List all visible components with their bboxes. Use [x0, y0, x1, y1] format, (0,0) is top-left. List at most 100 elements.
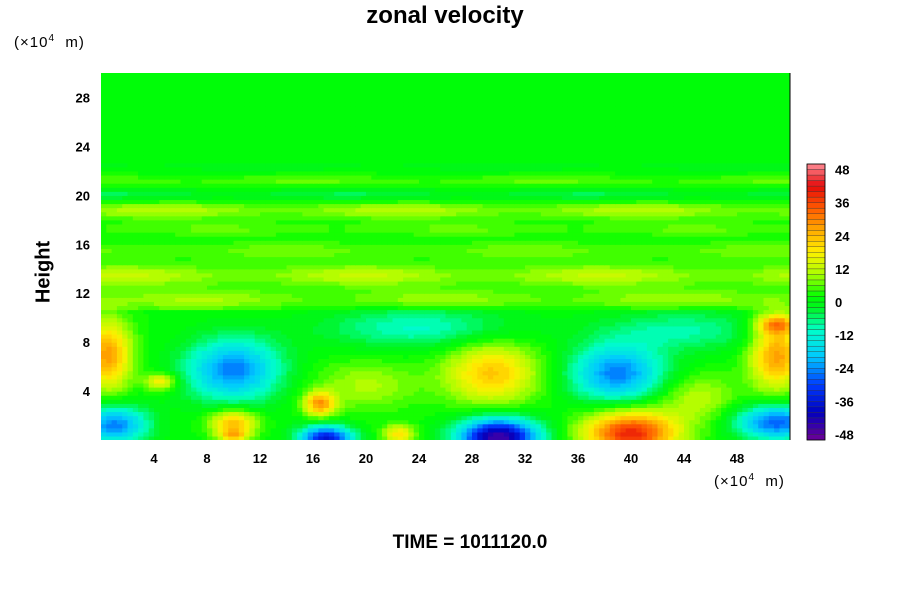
field-cell — [567, 431, 574, 437]
field-cell — [482, 435, 489, 440]
field-cell — [111, 403, 118, 408]
field-cell — [265, 297, 272, 302]
field-cell — [445, 407, 452, 413]
field-cell — [556, 293, 563, 298]
field-cell — [657, 435, 664, 440]
field-cell — [673, 338, 680, 343]
field-cell — [721, 399, 727, 404]
field-cell — [737, 325, 743, 331]
field-cell — [159, 391, 166, 396]
field-cell — [318, 289, 325, 294]
field-cell — [779, 354, 786, 360]
field-cell — [768, 313, 775, 319]
field-cell — [572, 395, 579, 400]
field-cell — [694, 317, 701, 323]
field-cell — [588, 325, 595, 331]
field-cell — [705, 297, 712, 302]
field-cell — [699, 366, 706, 372]
field-cell — [684, 329, 690, 335]
field-cell — [721, 325, 727, 331]
field-cell — [784, 427, 790, 433]
field-cell — [678, 305, 685, 311]
field-cell — [493, 289, 500, 294]
field-cell — [657, 309, 664, 315]
field-cell — [238, 391, 245, 396]
field-cell — [440, 370, 447, 376]
field-cell — [281, 321, 288, 327]
field-cell — [593, 350, 600, 355]
field-cell — [127, 350, 134, 355]
field-cell — [525, 317, 531, 323]
field-cell — [763, 305, 770, 311]
field-cell — [397, 395, 404, 400]
field-cell — [641, 289, 648, 294]
field-cell — [434, 423, 441, 429]
field-cell — [758, 342, 765, 347]
field-cell — [434, 415, 441, 421]
field-cell — [646, 419, 653, 425]
field-cell — [525, 423, 531, 429]
field-cell — [244, 305, 250, 311]
field-cell — [350, 399, 356, 404]
field-cell — [774, 309, 780, 315]
field-cell — [758, 403, 765, 408]
field-cell — [509, 358, 515, 364]
field-cell — [567, 415, 574, 421]
field-cell — [710, 289, 717, 294]
field-cell — [684, 325, 690, 331]
field-cell — [122, 321, 129, 327]
field-cell — [222, 395, 229, 400]
field-cell — [546, 321, 553, 327]
field-cell — [705, 399, 712, 404]
field-cell — [556, 366, 563, 372]
field-cell — [175, 293, 182, 298]
field-cell — [456, 346, 462, 351]
field-cell — [551, 370, 558, 376]
field-cell — [413, 362, 420, 368]
field-cell — [509, 427, 515, 433]
field-cell — [387, 374, 394, 380]
field-cell — [646, 350, 653, 355]
field-cell — [281, 317, 288, 323]
field-cell — [487, 321, 494, 327]
field-cell — [668, 301, 674, 307]
field-cell — [355, 382, 362, 388]
field-cell — [159, 325, 166, 331]
field-cell — [752, 329, 759, 335]
field-cell — [784, 350, 790, 355]
field-cell — [148, 403, 155, 408]
field-cell — [535, 305, 542, 311]
field-cell — [684, 382, 690, 388]
field-cell — [731, 317, 738, 323]
field-cell — [286, 285, 293, 290]
field-cell — [154, 305, 160, 311]
field-cell — [742, 403, 749, 408]
field-cell — [143, 354, 150, 360]
field-cell — [498, 313, 505, 319]
field-cell — [127, 386, 134, 392]
field-cell — [392, 419, 399, 425]
field-cell — [138, 403, 144, 408]
field-cell — [180, 419, 187, 425]
field-cell — [752, 325, 759, 331]
field-cell — [615, 297, 621, 302]
field-cell — [784, 370, 790, 376]
field-cell — [646, 431, 653, 437]
field-cell — [419, 313, 425, 319]
field-cell — [758, 370, 765, 376]
field-cell — [392, 386, 399, 392]
field-cell — [307, 431, 314, 437]
field-cell — [774, 305, 780, 311]
field-cell — [509, 374, 515, 380]
field-cell — [249, 354, 256, 360]
field-cell — [159, 403, 166, 408]
field-cell — [413, 411, 420, 417]
field-cell — [609, 317, 616, 323]
field-cell — [699, 403, 706, 408]
field-cell — [191, 415, 197, 421]
field-cell — [768, 411, 775, 417]
field-cell — [169, 317, 176, 323]
field-cell — [434, 391, 441, 396]
field-cell — [254, 366, 261, 372]
field-cell — [265, 423, 272, 429]
